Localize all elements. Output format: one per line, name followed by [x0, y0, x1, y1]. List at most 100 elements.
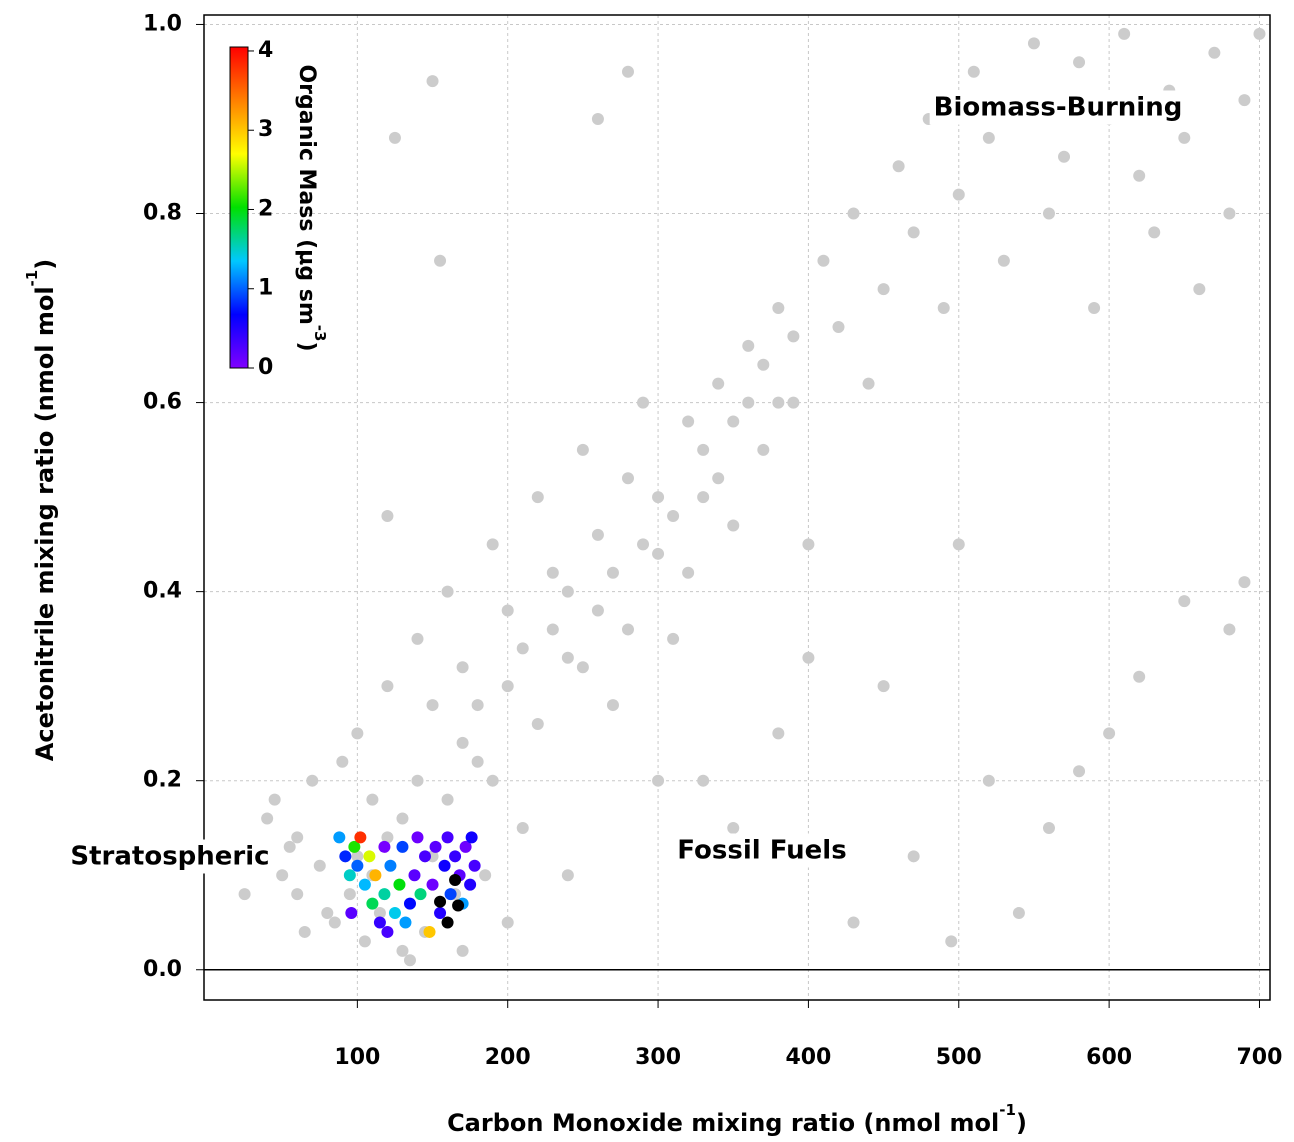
data-point [471, 699, 484, 712]
data-point [306, 774, 319, 787]
data-point [459, 840, 472, 853]
label-close: ) [31, 259, 59, 270]
data-point [637, 396, 650, 409]
label-sup: -1 [23, 270, 41, 287]
data-point [378, 840, 391, 853]
annotation-text: Fossil Fuels [677, 836, 846, 866]
data-point [1133, 670, 1146, 683]
data-point [1073, 56, 1086, 69]
data-point [381, 680, 394, 693]
data-point [712, 377, 725, 390]
data-point [727, 821, 740, 834]
data-point [1058, 150, 1071, 163]
label-text: Acetonitrile mixing ratio (nmol mol [31, 286, 59, 761]
data-point [576, 443, 589, 456]
data-point [982, 131, 995, 144]
data-point [414, 888, 427, 901]
plot-frame [203, 14, 1271, 1001]
data-point [339, 850, 352, 863]
data-point [862, 377, 875, 390]
data-point [434, 895, 447, 908]
data-point [464, 878, 477, 891]
data-point [877, 680, 890, 693]
data-point [441, 831, 454, 844]
data-point [378, 888, 391, 901]
data-point [1118, 27, 1131, 40]
data-point [501, 680, 514, 693]
data-point [403, 897, 416, 910]
data-point [682, 566, 695, 579]
annotation-bg [66, 839, 274, 874]
label-text: Carbon Monoxide mixing ratio (nmol mol [447, 1109, 999, 1137]
y-tick-label: 0.6 [143, 390, 182, 415]
data-point [802, 651, 815, 664]
data-point [621, 65, 634, 78]
data-point [667, 632, 680, 645]
data-point [276, 869, 289, 882]
data-point [1042, 207, 1055, 220]
data-point [434, 254, 447, 267]
data-point [772, 302, 785, 315]
data-point [333, 831, 346, 844]
data-point [652, 547, 665, 560]
data-point [531, 717, 544, 730]
data-point [399, 916, 412, 929]
data-point [411, 831, 424, 844]
data-point [369, 869, 382, 882]
data-point [621, 472, 634, 485]
data-point [907, 226, 920, 239]
data-point [832, 320, 845, 333]
data-point [1208, 46, 1221, 59]
data-point [757, 443, 770, 456]
data-point [561, 585, 574, 598]
annotation: Stratospheric [66, 839, 274, 874]
data-point [366, 793, 379, 806]
data-point [621, 623, 634, 636]
data-point [438, 859, 451, 872]
annotation-bg [929, 90, 1187, 125]
data-point [444, 888, 457, 901]
data-point [501, 916, 514, 929]
colorbar-label: Organic Mass (µg sm-3) [294, 64, 330, 351]
data-point [479, 869, 492, 882]
data-point [396, 944, 409, 957]
data-point [787, 396, 800, 409]
data-point [967, 65, 980, 78]
data-point [591, 604, 604, 617]
data-point [298, 925, 311, 938]
label-sup: -3 [312, 325, 330, 342]
data-point [419, 850, 432, 863]
data-point [1088, 302, 1101, 315]
data-point [697, 491, 710, 504]
data-point [468, 859, 481, 872]
data-point [802, 538, 815, 551]
data-point [434, 907, 447, 920]
data-point [336, 755, 349, 768]
data-point [1148, 226, 1161, 239]
data-point [358, 878, 371, 891]
data-point [877, 283, 890, 296]
data-point [343, 888, 356, 901]
data-point [471, 755, 484, 768]
data-point [283, 840, 296, 853]
data-point [1133, 169, 1146, 182]
data-point [697, 443, 710, 456]
data-point [373, 916, 386, 929]
x-tick-label: 700 [1237, 1045, 1283, 1070]
data-point [291, 831, 304, 844]
data-point [345, 907, 358, 920]
data-point [606, 699, 619, 712]
data-point [712, 472, 725, 485]
y-tick-label: 0.8 [143, 201, 182, 226]
data-point [1012, 907, 1025, 920]
data-point [423, 925, 436, 938]
data-point [727, 415, 740, 428]
data-point [449, 850, 462, 863]
data-point [426, 699, 439, 712]
data-point [366, 897, 379, 910]
x-tick-label: 600 [1086, 1045, 1132, 1070]
data-point [381, 831, 394, 844]
data-point [847, 207, 860, 220]
data-point [682, 415, 695, 428]
data-point [429, 840, 442, 853]
